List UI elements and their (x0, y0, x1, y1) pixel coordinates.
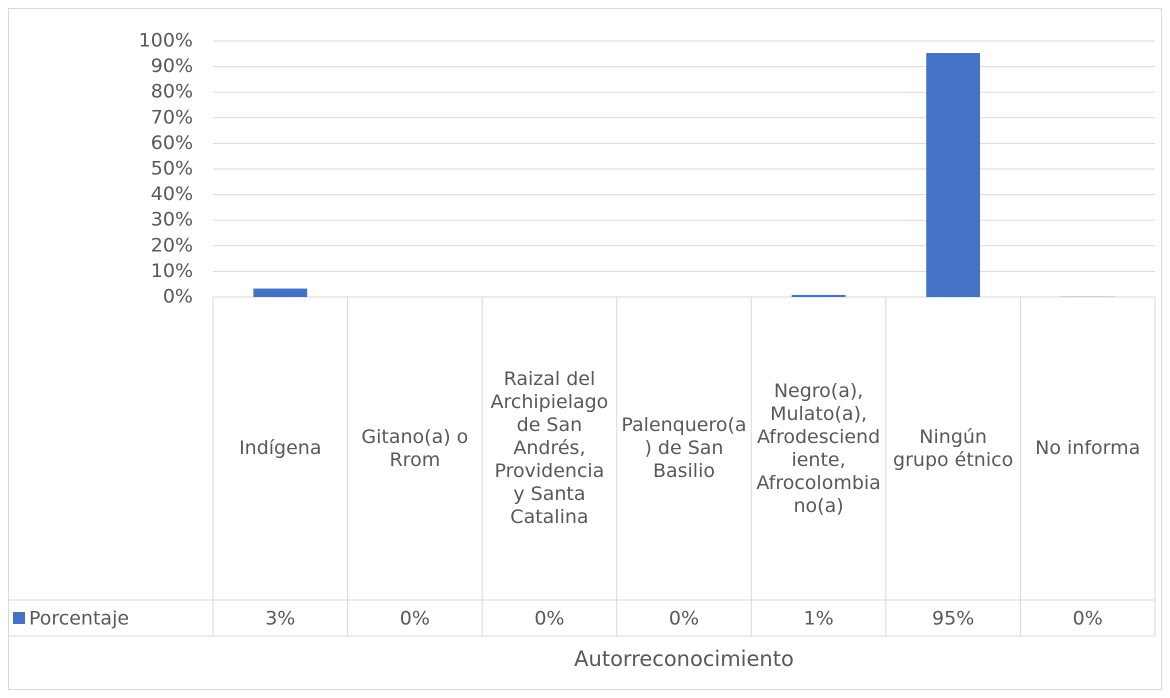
value-label: 0% (400, 608, 430, 630)
legend-key (13, 612, 25, 624)
value-label: 1% (803, 608, 833, 630)
bar (926, 53, 981, 298)
value-label: 0% (669, 608, 699, 630)
y-tick-label: 20% (151, 234, 193, 256)
bar (791, 294, 846, 297)
bar (253, 288, 308, 297)
y-tick-label: 40% (151, 183, 193, 205)
value-label: 3% (265, 608, 295, 630)
x-tick-label: Raizal del Archipielago de San Andrés, P… (490, 368, 609, 528)
y-tick-label: 90% (151, 55, 193, 77)
x-axis-title: Autorreconocimiento (574, 647, 794, 671)
y-tick-label: 30% (151, 209, 193, 231)
value-label: 0% (534, 608, 564, 630)
x-tick-label: No informa (1035, 437, 1141, 459)
x-tick-label: Negro(a), Mulato(a), Afrodesciendiente, … (756, 379, 881, 517)
value-label: 95% (932, 608, 974, 630)
y-tick-label: 50% (151, 158, 193, 180)
y-tick-label: 100% (139, 30, 193, 52)
x-tick-label: Indígena (239, 437, 322, 459)
y-tick-label: 60% (151, 132, 193, 154)
y-tick-label: 70% (151, 106, 193, 128)
legend-label: Porcentaje (29, 608, 129, 630)
x-tick-label: Palenquero(a) de San Basilio (621, 414, 747, 482)
x-tick-label: Gitano(a) o Rrom (361, 425, 469, 471)
x-tick-label: Ningún grupo étnico (893, 425, 1014, 471)
y-tick-label: 0% (163, 286, 193, 308)
value-label: 0% (1073, 608, 1103, 630)
y-tick-label: 80% (151, 81, 193, 103)
y-tick-label: 10% (151, 260, 193, 282)
